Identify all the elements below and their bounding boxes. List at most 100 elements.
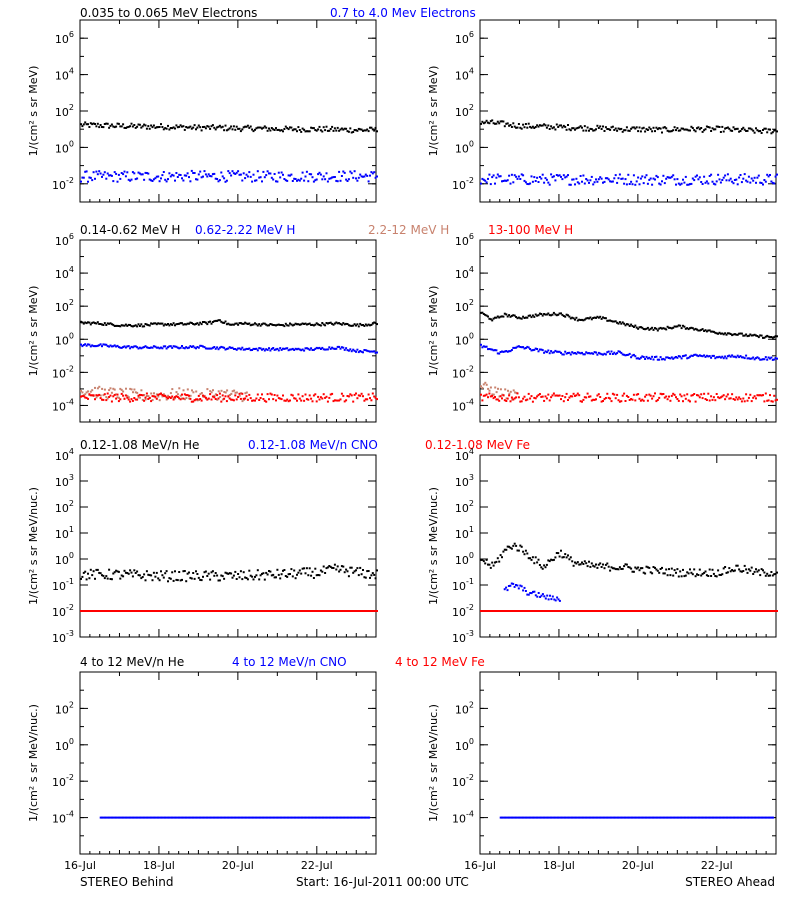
data-point — [103, 123, 106, 125]
data-point — [555, 123, 558, 126]
data-point — [635, 126, 638, 129]
data-point — [513, 542, 516, 545]
data-point — [773, 129, 776, 132]
data-point — [294, 347, 297, 350]
data-point — [565, 352, 568, 355]
data-point — [311, 570, 314, 573]
data-point — [374, 322, 377, 324]
data-point — [726, 126, 729, 129]
data-point — [657, 816, 660, 819]
data-point — [726, 610, 729, 612]
series-blue — [80, 169, 378, 183]
data-point — [634, 355, 637, 358]
data-point — [206, 388, 209, 391]
data-point — [531, 556, 534, 559]
data-point — [510, 314, 513, 317]
data-point — [732, 333, 735, 336]
data-point — [141, 398, 144, 401]
data-point — [235, 348, 238, 351]
data-point — [294, 610, 297, 612]
data-point — [182, 323, 185, 326]
data-point — [694, 400, 697, 403]
data-point — [237, 610, 240, 612]
data-point — [690, 394, 693, 397]
data-point — [679, 816, 682, 819]
data-point — [325, 610, 328, 612]
data-point — [296, 130, 298, 133]
data-point — [268, 347, 270, 350]
data-point — [126, 610, 129, 612]
data-point — [113, 816, 116, 819]
data-point — [317, 574, 320, 576]
data-point — [548, 352, 551, 355]
data-point — [305, 170, 308, 173]
data-point — [756, 129, 759, 132]
data-point — [698, 176, 701, 179]
data-point — [336, 126, 339, 129]
data-point — [550, 350, 553, 353]
data-point — [214, 572, 217, 574]
data-point — [588, 317, 590, 320]
data-point — [581, 561, 583, 564]
data-point — [644, 610, 647, 612]
data-point — [551, 127, 554, 130]
data-point — [701, 397, 704, 400]
data-point — [176, 323, 179, 325]
data-point — [266, 129, 269, 132]
data-point — [301, 322, 304, 325]
data-point — [553, 598, 556, 601]
data-point — [625, 323, 628, 326]
data-point — [214, 398, 217, 400]
data-point — [645, 565, 648, 568]
data-point — [140, 577, 143, 580]
data-point — [662, 357, 665, 360]
data-point — [84, 170, 87, 173]
data-point — [308, 130, 311, 133]
data-point — [115, 324, 118, 327]
data-point — [536, 124, 539, 127]
data-point — [152, 395, 155, 398]
data-point — [303, 128, 306, 131]
data-point — [656, 176, 659, 179]
data-point — [669, 610, 672, 612]
data-point — [350, 610, 353, 612]
data-point — [631, 610, 634, 612]
data-point — [115, 569, 118, 572]
data-point — [517, 816, 520, 819]
data-point — [491, 610, 494, 612]
data-point — [359, 394, 362, 397]
data-point — [304, 347, 307, 350]
data-point — [259, 324, 262, 327]
data-point — [545, 610, 548, 612]
data-point — [760, 816, 763, 819]
data-point — [717, 332, 720, 335]
data-point — [516, 345, 519, 348]
data-point — [210, 610, 213, 612]
data-point — [314, 393, 317, 396]
data-point — [590, 610, 593, 612]
data-point — [282, 130, 284, 133]
data-point — [632, 816, 635, 819]
data-point — [144, 579, 147, 582]
data-point — [701, 572, 704, 575]
data-point — [130, 398, 133, 401]
data-point — [217, 348, 220, 351]
data-point — [150, 574, 153, 577]
data-point — [537, 181, 540, 183]
data-point — [246, 175, 249, 178]
data-point — [242, 610, 245, 612]
data-point — [718, 126, 721, 128]
data-point — [690, 571, 693, 574]
data-point — [719, 816, 721, 819]
data-point — [503, 588, 506, 591]
data-point — [200, 816, 203, 819]
data-point — [202, 175, 204, 178]
data-point — [130, 388, 133, 391]
data-point — [617, 127, 620, 130]
data-point — [649, 610, 652, 612]
data-point — [582, 610, 585, 612]
data-point — [277, 171, 280, 174]
data-point — [519, 816, 522, 819]
data-point — [179, 174, 182, 176]
data-point — [561, 395, 564, 397]
